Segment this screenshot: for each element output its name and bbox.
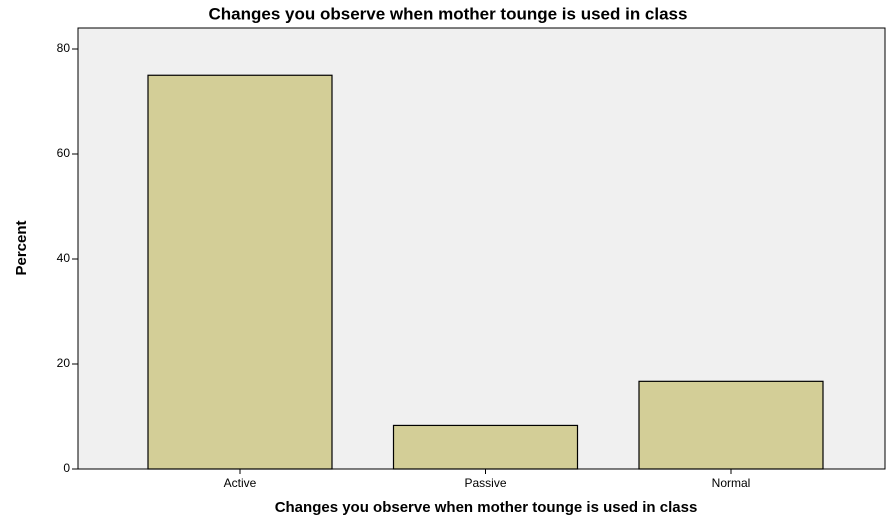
y-tick-label: 40 — [57, 251, 71, 265]
x-tick-label: Passive — [464, 476, 506, 490]
chart-title: Changes you observe when mother tounge i… — [209, 4, 688, 23]
x-tick-label: Active — [224, 476, 257, 490]
y-tick-label: 20 — [57, 356, 71, 370]
y-tick-label: 60 — [57, 146, 71, 160]
bar — [638, 380, 824, 470]
y-tick-label: 0 — [63, 461, 70, 475]
bar — [147, 74, 333, 470]
y-tick-label: 80 — [57, 41, 71, 55]
x-tick-label: Normal — [712, 476, 751, 490]
y-axis-title: Percent — [13, 220, 30, 275]
x-axis-title: Changes you observe when mother tounge i… — [275, 499, 698, 516]
bar — [392, 424, 579, 470]
